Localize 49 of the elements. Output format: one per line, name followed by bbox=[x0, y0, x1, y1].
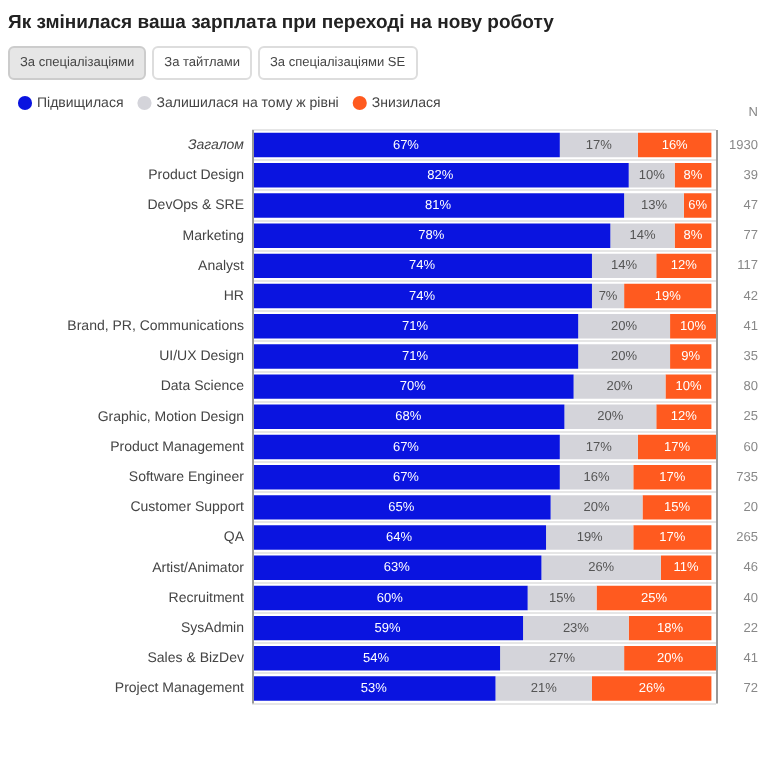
bar bbox=[564, 404, 657, 430]
bar bbox=[541, 555, 661, 580]
bar bbox=[252, 404, 565, 430]
bar bbox=[628, 615, 712, 641]
bar bbox=[252, 163, 629, 188]
bar bbox=[624, 193, 684, 218]
bar bbox=[633, 464, 712, 490]
bar bbox=[252, 555, 542, 580]
bar bbox=[578, 344, 671, 369]
bar bbox=[252, 525, 547, 550]
bar bbox=[500, 646, 625, 671]
bar bbox=[252, 193, 625, 218]
bar bbox=[546, 525, 634, 550]
bar bbox=[591, 676, 712, 701]
bar bbox=[252, 314, 579, 339]
bar bbox=[252, 434, 560, 460]
chart-title: Як змінилася ваша зарплата при переході на нову роботу bbox=[6, 10, 556, 34]
bar bbox=[252, 283, 592, 309]
bar bbox=[252, 253, 592, 279]
bar bbox=[252, 676, 496, 701]
bar bbox=[252, 132, 560, 158]
bar bbox=[252, 223, 611, 248]
bar bbox=[252, 374, 574, 399]
bar bbox=[495, 676, 592, 701]
bar bbox=[252, 585, 528, 611]
bar bbox=[559, 464, 634, 490]
bar bbox=[642, 495, 712, 520]
bar bbox=[527, 585, 597, 611]
bar bbox=[665, 374, 712, 399]
bar bbox=[596, 585, 712, 611]
bar bbox=[578, 314, 671, 339]
bar bbox=[559, 434, 638, 460]
bar bbox=[633, 525, 712, 550]
bar bbox=[252, 495, 551, 520]
bar bbox=[252, 464, 560, 490]
bar bbox=[523, 615, 629, 641]
bar bbox=[550, 495, 643, 520]
bar bbox=[628, 163, 675, 188]
bar bbox=[637, 132, 712, 158]
bar bbox=[670, 344, 712, 369]
bar bbox=[624, 283, 712, 309]
bar bbox=[252, 615, 524, 641]
bar bbox=[252, 646, 501, 671]
bar bbox=[252, 344, 579, 369]
bar bbox=[610, 223, 675, 248]
bar bbox=[624, 646, 716, 671]
bar bbox=[559, 132, 638, 158]
bar bbox=[637, 434, 716, 460]
bar bbox=[573, 374, 666, 399]
